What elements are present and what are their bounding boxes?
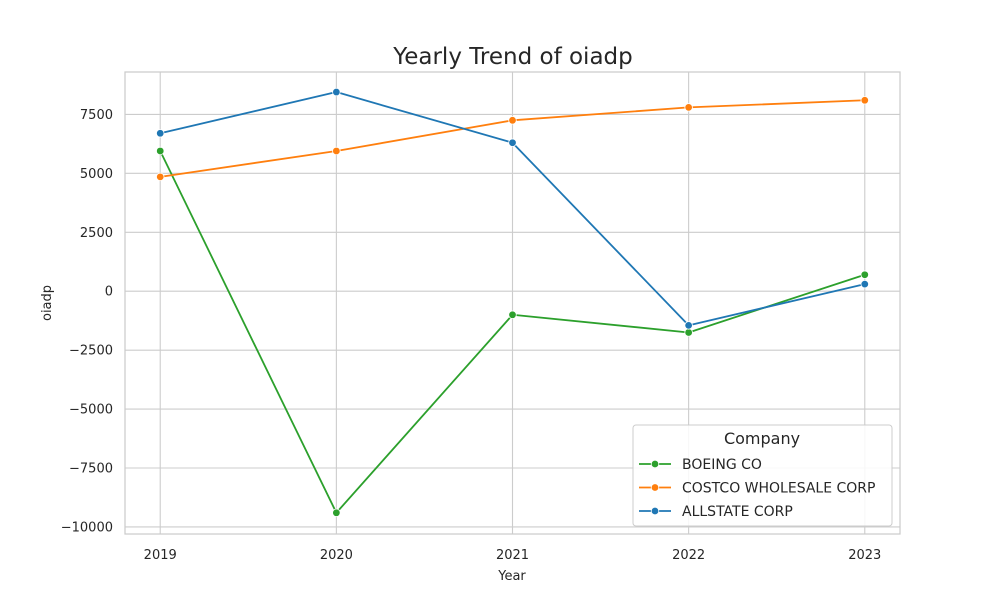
legend-marker [650,506,660,516]
data-point [684,328,693,337]
y-tick-label: −10000 [61,520,113,535]
legend-label: BOEING CO [682,457,762,473]
legend-label: COSTCO WHOLESALE CORP [682,481,875,497]
data-point [508,116,517,125]
legend-label: ALLSTATE CORP [682,504,793,520]
y-tick-label: 7500 [80,108,113,123]
x-tick-label: 2019 [144,548,177,563]
x-axis-ticks: 2019 2020 2021 2022 2023 [144,548,882,563]
data-point [332,87,341,97]
x-tick-label: 2023 [848,548,881,563]
y-axis-label: oiadp [40,285,55,321]
data-point [508,138,517,147]
legend-item: COSTCO WHOLESALE CORP [639,481,875,497]
series-allstate-corp [156,87,869,330]
data-point [684,103,693,112]
legend-item: BOEING CO [639,457,762,473]
data-point [156,129,165,138]
y-tick-label: −7500 [69,462,113,477]
data-point [860,279,869,289]
y-tick-label: 0 [105,285,113,300]
legend-title: Company [724,429,800,448]
plot-frame [124,71,901,535]
x-axis-label: Year [497,569,526,584]
x-tick-label: 2020 [320,548,353,563]
x-tick-label: 2021 [496,548,529,563]
y-tick-label: −2500 [69,344,113,359]
legend: Company BOEING CO COSTCO WHOLESALE CORP AL… [632,424,893,527]
data-point [860,270,869,279]
series-boeing-co [156,146,869,517]
data-point [860,96,869,105]
data-point [684,321,693,330]
legend-marker [650,459,660,469]
y-tick-label: 2500 [80,226,113,241]
data-point [156,146,165,156]
data-point [156,172,165,182]
series-layer [156,87,869,517]
x-tick-label: 2022 [672,548,705,563]
data-point [332,146,341,156]
y-axis-ticks: −10000 −7500 −5000 −2500 0 2500 5000 7500 [61,108,113,536]
series-costco-wholesale-corp [156,96,869,182]
legend-box [632,424,893,527]
chart-title: Yearly Trend of oiadp [392,44,633,70]
y-tick-label: −5000 [69,403,113,418]
y-tick-label: 5000 [80,167,113,182]
data-point [332,508,341,517]
data-point [508,310,517,319]
legend-item: ALLSTATE CORP [639,504,793,520]
legend-marker [650,483,660,492]
